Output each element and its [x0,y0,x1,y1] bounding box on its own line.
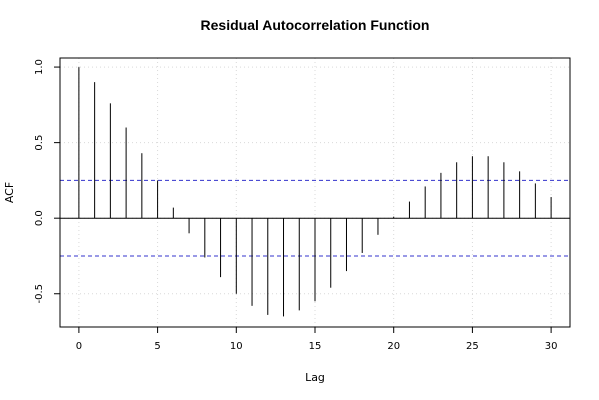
x-tick-label: 10 [230,341,243,352]
y-tick-label: 1.0 [34,59,45,75]
y-tick-label: 0.5 [34,135,45,151]
x-tick-label: 25 [466,341,479,352]
acf-bars-layer [78,67,552,317]
axes-layer: 0 5 10 15 20 25 30 -0.5 0.0 0.5 1.0 [34,59,570,352]
y-tick-label: 0.0 [34,210,45,226]
plot-frame [59,57,571,328]
x-tick-label: 0 [76,341,82,352]
y-axis-label: ACF [3,182,16,203]
y-tick-label: -0.5 [34,284,45,304]
x-tick-label: 5 [154,341,160,352]
x-tick-label: 15 [309,341,322,352]
x-tick-label: 30 [545,341,558,352]
x-tick-label: 20 [387,341,400,352]
x-axis-label: Lag [305,371,325,384]
chart-title: Residual Autocorrelation Function [201,17,430,33]
